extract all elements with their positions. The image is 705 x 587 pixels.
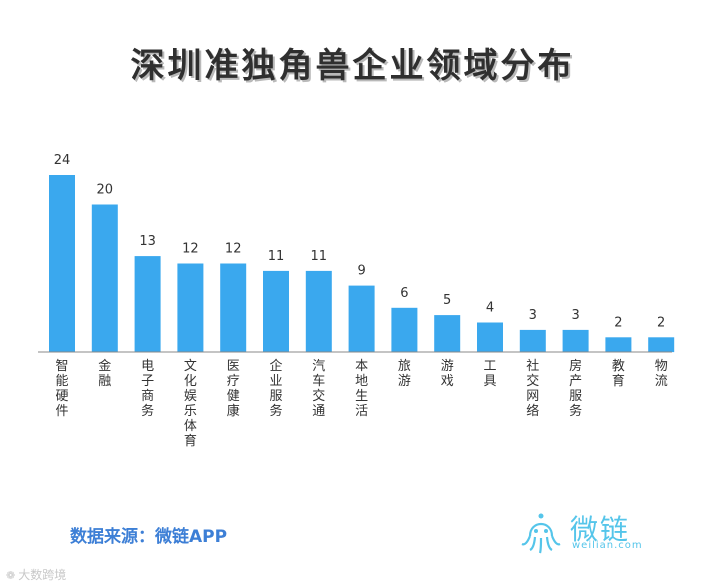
bar-14 bbox=[605, 337, 632, 353]
category-label-13: 房产服务 bbox=[569, 358, 582, 419]
category-label-6: 企业服务 bbox=[269, 358, 282, 419]
category-label-8: 本地生活 bbox=[355, 359, 368, 419]
category-label-12: 社交网络 bbox=[526, 358, 539, 419]
category-labels-layer: 智能硬件 金融 电子商务 文化娱乐体育 医疗健康 企业服务 汽车交通 本地生活 旅游游戏工具社交… bbox=[55, 358, 667, 449]
value-labels-layer: 24 20 13 12 12 11 11 9 6 5 4 3 3 2 2 bbox=[54, 153, 666, 330]
bar-10 bbox=[434, 315, 461, 352]
bar-11 bbox=[477, 322, 503, 352]
logo-name: 微链 bbox=[570, 513, 631, 546]
value-label-1: 24 bbox=[54, 153, 71, 168]
category-label-1: 智能硬件 bbox=[55, 359, 68, 419]
watermark-icon: ❁ bbox=[6, 569, 16, 582]
bar-1 bbox=[49, 175, 75, 352]
weilian-logo-icon bbox=[521, 513, 561, 554]
value-label-2: 20 bbox=[97, 183, 114, 198]
watermark: ❁ 大数跨境 bbox=[6, 566, 66, 583]
value-label-12: 3 bbox=[529, 308, 537, 323]
logo-url: weilian.com bbox=[572, 540, 643, 551]
bar-12 bbox=[519, 329, 546, 352]
bar-6 bbox=[263, 270, 289, 352]
bar-4 bbox=[177, 263, 204, 352]
value-label-14: 2 bbox=[614, 315, 622, 330]
bar-9 bbox=[391, 307, 418, 353]
category-label-5: 医疗健康 bbox=[227, 359, 240, 419]
category-label-10: 游戏 bbox=[441, 359, 454, 389]
bar-7 bbox=[305, 270, 332, 352]
bar-2 bbox=[91, 204, 118, 352]
value-label-6: 11 bbox=[268, 249, 285, 264]
category-label-11: 工具 bbox=[483, 359, 496, 389]
bar-8 bbox=[348, 285, 375, 352]
value-label-5: 12 bbox=[225, 242, 242, 257]
value-label-8: 9 bbox=[357, 264, 365, 279]
chart-title: 深圳准独角兽企业领域分布 bbox=[130, 46, 575, 86]
value-label-9: 6 bbox=[400, 286, 408, 301]
category-label-4: 文化娱乐体育 bbox=[184, 359, 197, 449]
category-label-2: 金融 bbox=[98, 358, 111, 389]
bar-3 bbox=[134, 256, 161, 352]
value-label-10: 5 bbox=[443, 293, 451, 308]
bars-layer bbox=[49, 175, 675, 353]
value-label-15: 2 bbox=[657, 315, 665, 330]
category-label-3: 电子商务 bbox=[141, 359, 154, 419]
category-label-9: 旅游 bbox=[398, 359, 411, 389]
bar-5 bbox=[220, 263, 247, 352]
value-label-3: 13 bbox=[139, 234, 156, 249]
bar-15 bbox=[648, 337, 675, 353]
bar-13 bbox=[562, 329, 589, 352]
category-label-7: 汽车交通 bbox=[312, 359, 325, 419]
data-source-note: 数据来源：微链APP bbox=[70, 527, 228, 547]
watermark-text: 大数跨境 bbox=[18, 568, 67, 582]
category-label-15: 物流 bbox=[655, 359, 668, 389]
value-label-13: 3 bbox=[571, 308, 579, 323]
category-label-14: 教育 bbox=[612, 358, 625, 389]
value-label-7: 11 bbox=[311, 249, 328, 264]
value-label-11: 4 bbox=[486, 301, 494, 316]
value-label-4: 12 bbox=[182, 242, 199, 257]
